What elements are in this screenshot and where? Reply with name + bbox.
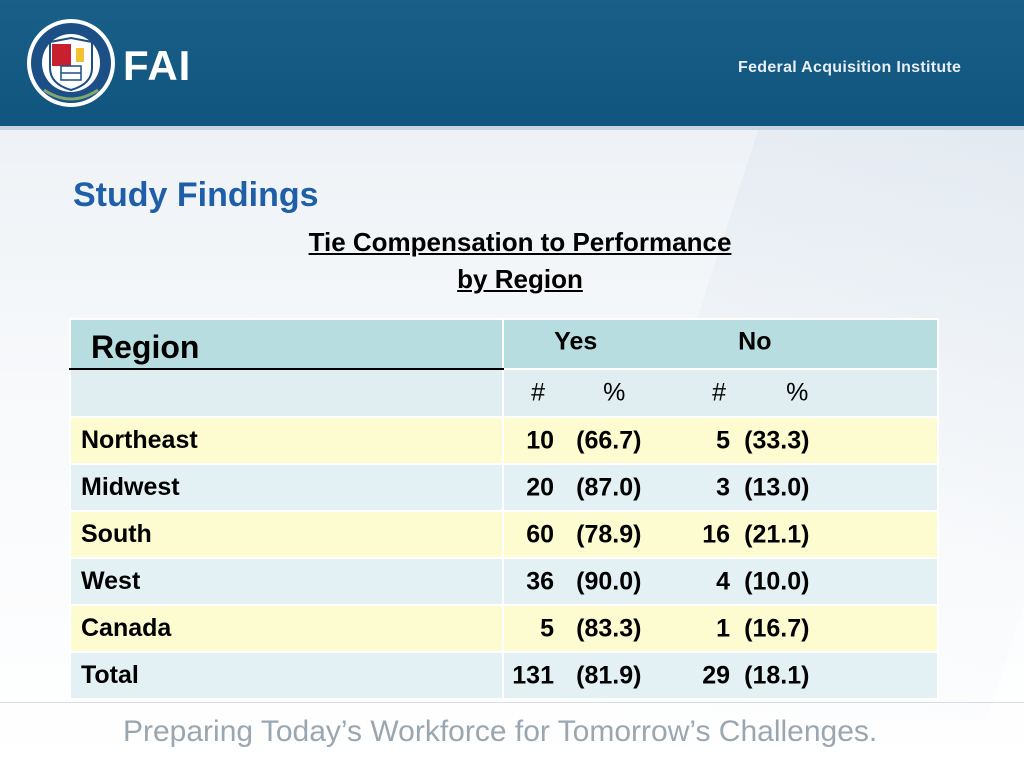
no-percent: (16.7): [744, 614, 810, 642]
region-cell: Northeast: [68, 416, 505, 465]
yes-header: Yes: [554, 327, 598, 356]
yes-count: 5: [540, 614, 554, 642]
table-total-row: Total 131 (81.9) 29 (18.1): [68, 651, 939, 700]
no-count: 3: [716, 473, 730, 501]
slide-subtitle: Tie Compensation to Performance by Regio…: [264, 224, 776, 298]
fai-seal-logo: [27, 19, 115, 107]
values-cell: 60 (78.9) 16 (21.1): [502, 510, 939, 559]
region-cell: West: [68, 557, 505, 606]
table-header-row: Region Yes No: [68, 318, 939, 370]
no-percent: (13.0): [744, 473, 810, 501]
region-cell: Midwest: [68, 463, 505, 512]
no-percent: (10.0): [744, 567, 810, 595]
region-cell: South: [68, 510, 505, 559]
table-row: Canada 5 (83.3) 1 (16.7): [68, 604, 939, 653]
table-row: Midwest 20 (87.0) 3 (13.0): [68, 463, 939, 512]
yes-percent: (87.0): [576, 473, 642, 501]
no-count: 4: [716, 567, 730, 595]
organization-name: Federal Acquisition Institute: [738, 59, 962, 76]
subheader-cell: # % # %: [502, 368, 939, 418]
subtitle-line-1: Tie Compensation to Performance: [308, 227, 732, 257]
subtitle-line-2: by Region: [457, 264, 583, 294]
no-count: 29: [702, 661, 730, 689]
values-cell: 131 (81.9) 29 (18.1): [502, 651, 939, 700]
footer-divider: [0, 702, 1024, 703]
no-percent: (21.1): [744, 520, 810, 548]
footer-tagline: Preparing Today’s Workforce for Tomorrow…: [123, 715, 878, 748]
yes-count: 131: [512, 661, 554, 689]
no-count-header: #: [712, 378, 727, 407]
no-header: No: [738, 327, 772, 356]
yes-count-header: #: [531, 378, 546, 407]
yes-percent: (78.9): [576, 520, 642, 548]
yes-percent: (90.0): [576, 567, 642, 595]
no-percent: (33.3): [744, 426, 810, 454]
values-cell: 20 (87.0) 3 (13.0): [502, 463, 939, 512]
empty-subheader-cell: [68, 368, 505, 418]
values-cell: 10 (66.7) 5 (33.3): [502, 416, 939, 465]
region-cell: Total: [68, 651, 505, 700]
response-column-header: Yes No: [502, 318, 939, 370]
no-count: 5: [716, 426, 730, 454]
header-divider: [0, 126, 1024, 130]
header-bar: FAI Federal Acquisition Institute: [0, 0, 1024, 126]
no-percent-header: %: [786, 378, 809, 407]
no-count: 16: [702, 520, 730, 548]
no-count: 1: [716, 614, 730, 642]
values-cell: 36 (90.0) 4 (10.0): [502, 557, 939, 606]
yes-percent: (81.9): [576, 661, 642, 689]
slide-title: Study Findings: [73, 176, 319, 214]
table-row: West 36 (90.0) 4 (10.0): [68, 557, 939, 606]
table-subheader-row: # % # %: [68, 368, 939, 418]
yes-percent: (66.7): [576, 426, 642, 454]
region-column-header: Region: [68, 318, 505, 370]
yes-count: 10: [526, 426, 554, 454]
table-row: Northeast 10 (66.7) 5 (33.3): [68, 416, 939, 465]
yes-count: 36: [526, 567, 554, 595]
region-cell: Canada: [68, 604, 505, 653]
yes-percent-header: %: [603, 378, 626, 407]
yes-count: 60: [526, 520, 554, 548]
yes-percent: (83.3): [576, 614, 642, 642]
no-percent: (18.1): [744, 661, 810, 689]
fai-logo-text: FAI: [123, 42, 192, 89]
findings-table: Region Yes No # % # % Northeast 10 (66.7…: [68, 318, 939, 700]
yes-count: 20: [526, 473, 554, 501]
values-cell: 5 (83.3) 1 (16.7): [502, 604, 939, 653]
table-row: South 60 (78.9) 16 (21.1): [68, 510, 939, 559]
